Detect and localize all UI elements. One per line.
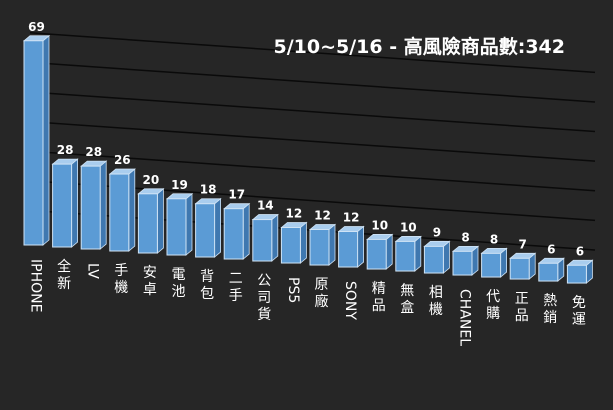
data-label: 8 — [490, 232, 498, 246]
category-label: 全新 — [57, 258, 71, 292]
category-label: PS5 — [285, 277, 301, 303]
data-label: 10 — [400, 220, 417, 234]
category-label: 安卓 — [143, 265, 157, 298]
data-label: 12 — [286, 206, 303, 220]
data-label: 17 — [228, 188, 245, 202]
bar — [51, 158, 79, 248]
bar — [480, 247, 508, 278]
gridline — [29, 91, 596, 133]
gridline — [29, 61, 596, 103]
data-label: 28 — [57, 143, 74, 157]
category-label: 精品 — [372, 281, 386, 314]
bar — [308, 223, 337, 266]
category-label: 免運 — [572, 295, 586, 328]
bar — [280, 221, 308, 264]
category-label: 背包 — [200, 269, 214, 302]
category-label: IPHONE — [28, 259, 44, 312]
category-label: 原廠 — [315, 277, 329, 310]
category-label: 手機 — [114, 263, 128, 296]
bar — [194, 197, 222, 258]
data-label: 9 — [433, 225, 441, 239]
bar — [566, 259, 594, 284]
category-label: 無盒 — [400, 283, 414, 316]
gridline — [29, 120, 596, 162]
category-label: SONY — [342, 281, 358, 320]
category-label: 二手 — [229, 271, 243, 304]
bar — [251, 213, 279, 262]
category-label: 公司貨 — [257, 273, 271, 323]
data-label: 19 — [171, 178, 188, 192]
data-labels: 69 28 28 26 20 19 18 17 14 12 12 12 10 10 9 8 8 7 6 6 — [28, 20, 584, 259]
data-label: 20 — [143, 173, 160, 187]
data-label: 7 — [519, 237, 527, 251]
category-label: 正品 — [515, 291, 529, 324]
bar — [80, 160, 108, 250]
data-label: 12 — [314, 209, 331, 223]
bar — [394, 235, 422, 272]
data-label: 10 — [371, 218, 388, 232]
data-label: 69 — [28, 20, 45, 34]
bar — [22, 34, 51, 246]
data-label: 6 — [547, 242, 555, 256]
chart-title: 5/10~5/16 - 高風險商品數:342 — [274, 35, 566, 58]
bar — [451, 245, 480, 276]
gridline — [29, 150, 596, 192]
bar — [108, 168, 136, 252]
category-label: 電池 — [172, 267, 186, 300]
bar — [509, 252, 537, 280]
bar — [366, 233, 394, 270]
category-label: 相機 — [429, 285, 443, 318]
data-label: 6 — [576, 244, 584, 258]
bar — [223, 202, 251, 260]
data-label: 28 — [85, 145, 102, 159]
bar — [423, 240, 451, 274]
data-label: 26 — [114, 153, 131, 167]
category-label: 代購 — [486, 289, 500, 322]
bars — [22, 34, 594, 284]
data-label: 8 — [461, 230, 469, 244]
category-label: LV — [85, 263, 101, 279]
category-label: 熱銷 — [543, 293, 557, 326]
data-label: 18 — [200, 183, 217, 197]
bar — [537, 257, 565, 282]
bar — [337, 225, 365, 268]
data-label: 14 — [257, 199, 274, 213]
bar — [137, 187, 165, 254]
category-label: CHANEL — [457, 289, 473, 346]
gridline — [29, 32, 596, 74]
data-label: 12 — [343, 211, 360, 225]
bar — [165, 192, 194, 256]
